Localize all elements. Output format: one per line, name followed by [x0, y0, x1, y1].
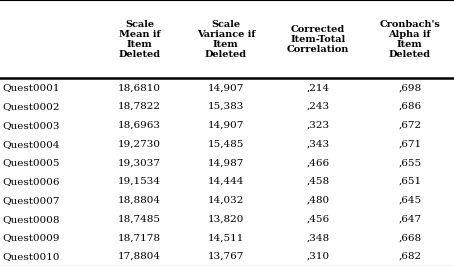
Text: 14,032: 14,032	[207, 196, 244, 205]
Text: Quest0001: Quest0001	[2, 83, 60, 92]
Text: Quest0004: Quest0004	[2, 140, 60, 149]
Text: Quest0003: Quest0003	[2, 121, 60, 130]
Text: ,214: ,214	[306, 83, 329, 92]
Text: 14,444: 14,444	[207, 177, 244, 186]
Text: ,651: ,651	[398, 177, 421, 186]
Text: ,686: ,686	[398, 102, 421, 111]
Text: ,645: ,645	[398, 196, 421, 205]
Text: ,647: ,647	[398, 215, 421, 224]
Text: 18,7822: 18,7822	[118, 102, 161, 111]
Text: 19,1534: 19,1534	[118, 177, 161, 186]
Text: Cronbach's
Alpha if
Item
Deleted: Cronbach's Alpha if Item Deleted	[379, 20, 440, 59]
Text: Quest0002: Quest0002	[2, 102, 60, 111]
Text: Quest0007: Quest0007	[2, 196, 60, 205]
Text: 18,7178: 18,7178	[118, 233, 161, 242]
Text: 18,8804: 18,8804	[118, 196, 161, 205]
Text: ,456: ,456	[306, 215, 329, 224]
Text: 15,485: 15,485	[207, 140, 244, 149]
Text: 18,6810: 18,6810	[118, 83, 161, 92]
Text: 13,820: 13,820	[207, 215, 244, 224]
Text: ,243: ,243	[306, 102, 329, 111]
Text: 13,767: 13,767	[207, 252, 244, 261]
Text: Quest0010: Quest0010	[2, 252, 60, 261]
Text: Scale
Variance if
Item
Deleted: Scale Variance if Item Deleted	[197, 20, 255, 59]
Text: ,682: ,682	[398, 252, 421, 261]
Text: 18,7485: 18,7485	[118, 215, 161, 224]
Text: 18,6963: 18,6963	[118, 121, 161, 130]
Text: ,343: ,343	[306, 140, 329, 149]
Text: 15,383: 15,383	[207, 102, 244, 111]
Text: Quest0006: Quest0006	[2, 177, 60, 186]
Text: ,672: ,672	[398, 121, 421, 130]
Text: ,348: ,348	[306, 233, 329, 242]
Text: 19,2730: 19,2730	[118, 140, 161, 149]
Text: ,668: ,668	[398, 233, 421, 242]
Text: ,480: ,480	[306, 196, 329, 205]
Text: ,310: ,310	[306, 252, 329, 261]
Text: ,655: ,655	[398, 158, 421, 167]
Text: ,458: ,458	[306, 177, 329, 186]
Text: 14,511: 14,511	[207, 233, 244, 242]
Text: ,323: ,323	[306, 121, 329, 130]
Text: Quest0009: Quest0009	[2, 233, 60, 242]
Text: ,466: ,466	[306, 158, 329, 167]
Text: 14,907: 14,907	[207, 121, 244, 130]
Text: 14,987: 14,987	[207, 158, 244, 167]
Text: Quest0005: Quest0005	[2, 158, 60, 167]
Text: ,698: ,698	[398, 83, 421, 92]
Text: 19,3037: 19,3037	[118, 158, 161, 167]
Text: Quest0008: Quest0008	[2, 215, 60, 224]
Text: 14,907: 14,907	[207, 83, 244, 92]
Text: Corrected
Item-Total
Correlation: Corrected Item-Total Correlation	[286, 25, 349, 54]
Text: Scale
Mean if
Item
Deleted: Scale Mean if Item Deleted	[118, 20, 161, 59]
Text: ,671: ,671	[398, 140, 421, 149]
Text: 17,8804: 17,8804	[118, 252, 161, 261]
